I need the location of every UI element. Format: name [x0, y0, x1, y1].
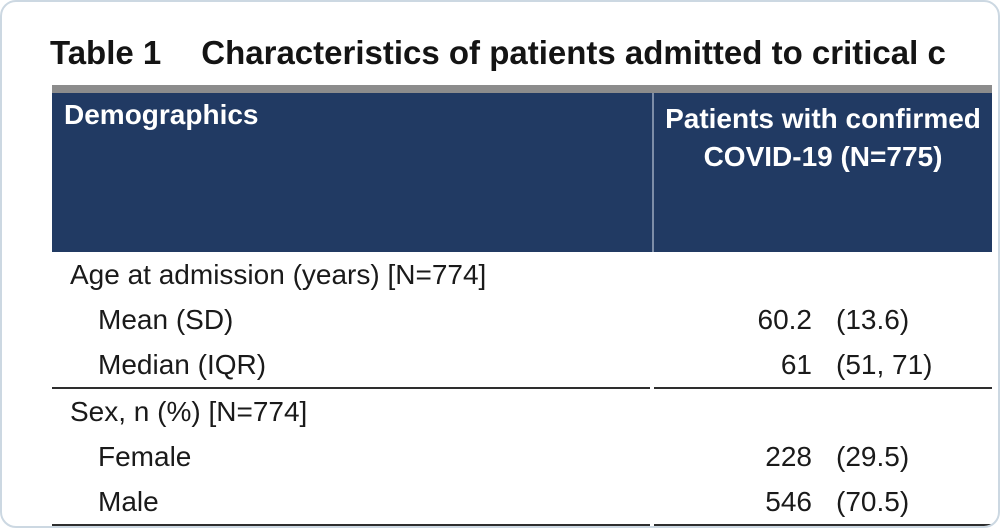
row-value: 228 (29.5): [654, 441, 992, 473]
section-divider-rule: [52, 387, 992, 389]
table-row-age-heading: Age at admission (years) [N=774]: [52, 252, 992, 297]
header-cell-demographics: Demographics: [64, 99, 259, 130]
row-label: Sex, n (%) [N=774]: [70, 395, 308, 427]
table-row-female: Female 228 (29.5): [52, 434, 992, 479]
value-parenthetical: (29.5): [836, 440, 910, 472]
rule-segment-left: [52, 387, 650, 389]
rule-segment-right: [654, 524, 992, 526]
value-parenthetical: (70.5): [836, 485, 910, 517]
value-number: 546: [765, 485, 812, 517]
table-body: Age at admission (years) [N=774] Mean (S…: [52, 252, 992, 526]
table-row-sex-heading: Sex, n (%) [N=774]: [52, 389, 992, 434]
characteristics-table: Demographics Patients with confirmed COV…: [52, 85, 992, 526]
table-title-text: Characteristics of patients admitted to …: [201, 34, 946, 71]
row-label: Mean (SD): [98, 303, 234, 335]
table-bottom-rule: [52, 524, 992, 526]
header-cell-patients: Patients with confirmed COVID-19 (N=775): [652, 93, 992, 252]
row-value: 546 (70.5): [654, 486, 992, 518]
header-cell-patients-text: Patients with confirmed COVID-19 (N=775): [665, 103, 981, 172]
value-number: 228: [765, 440, 812, 472]
row-value: 60.2 (13.6): [654, 304, 992, 336]
rule-segment-right: [654, 387, 992, 389]
table-caption: Table 1 Characteristics of patients admit…: [50, 34, 946, 72]
value-parenthetical: (51, 71): [836, 348, 933, 380]
table-row-mean: Mean (SD) 60.2 (13.6): [52, 297, 992, 342]
rule-segment-left: [52, 524, 650, 526]
value-number: 61: [780, 348, 812, 380]
value-parenthetical: (13.6): [836, 303, 910, 335]
table-top-border: [52, 85, 992, 93]
value-number: 60.2: [757, 303, 813, 335]
table-row-median: Median (IQR) 61 (51, 71): [52, 342, 992, 387]
table-number: Table 1: [50, 34, 162, 71]
row-label: Female: [98, 440, 192, 472]
table-header-row: Demographics Patients with confirmed COV…: [52, 93, 992, 252]
row-label: Male: [98, 485, 159, 517]
row-value: 61 (51, 71): [654, 349, 992, 381]
row-label: Median (IQR): [98, 348, 267, 380]
table-row-male: Male 546 (70.5): [52, 479, 992, 524]
row-label: Age at admission (years) [N=774]: [70, 258, 487, 290]
